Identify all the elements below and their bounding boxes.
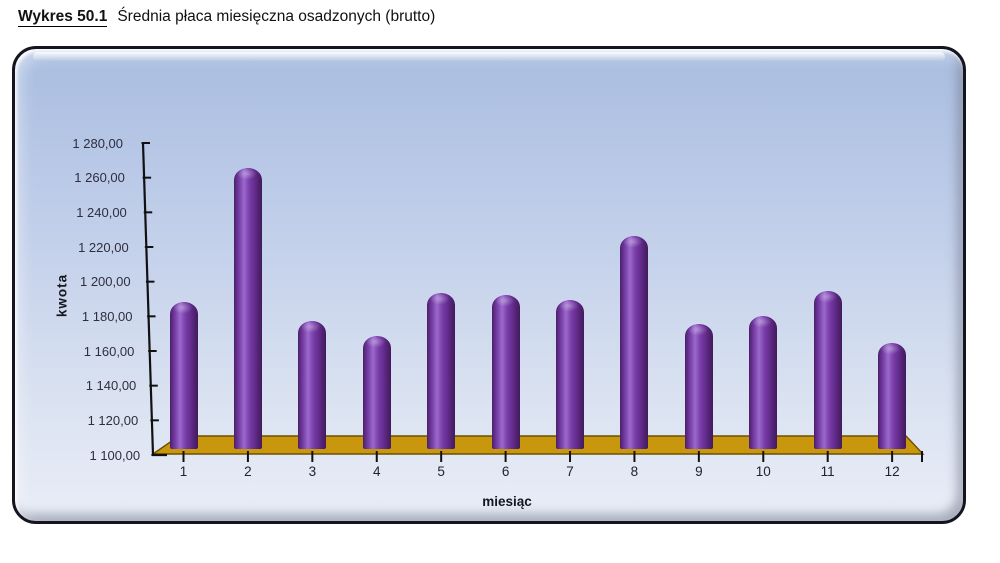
chart-title-number: Wykres 50.1: [18, 8, 108, 27]
chart-title: Wykres 50.1 Średnia płaca miesięczna osad…: [18, 6, 435, 28]
bar-8: [620, 235, 649, 449]
x-axis-tick-label: 5: [437, 464, 445, 479]
bar-6: [491, 294, 520, 449]
bar-10: [749, 315, 778, 449]
bar-5: [427, 293, 456, 449]
x-axis-tick-label: 2: [244, 464, 252, 479]
x-axis-tick-label: 3: [308, 464, 317, 479]
bar-4: [362, 336, 391, 449]
y-axis-tick-label: 1 240,00: [76, 204, 127, 220]
x-axis-tick-label: 10: [755, 464, 771, 479]
y-axis-tick-label: 1 160,00: [83, 343, 135, 359]
y-axis-tick-label: 1 280,00: [72, 135, 123, 151]
floor-platform: [150, 435, 925, 455]
y-axis-tick-label: 1 260,00: [74, 170, 125, 186]
y-axis-tick-label: 1 200,00: [79, 274, 131, 290]
x-axis-tick-label: 11: [820, 464, 835, 479]
y-axis-line: [141, 142, 167, 457]
x-axis-tick-label: 6: [501, 464, 510, 479]
y-axis-tick-label: 1 120,00: [87, 412, 139, 428]
bar-12: [878, 343, 907, 449]
bar-11: [813, 291, 842, 449]
y-axis-tick-label: 1 220,00: [78, 239, 129, 255]
x-axis-tick-label: 4: [372, 464, 381, 479]
bar-3: [298, 320, 327, 449]
x-axis-tick-label: 7: [566, 464, 574, 479]
x-axis-tick-label: 8: [630, 464, 639, 479]
bar-7: [556, 299, 585, 449]
bar-9: [684, 324, 713, 449]
x-axis-title: miesiąc: [482, 494, 532, 509]
bar-1: [169, 301, 198, 449]
y-axis-tick-label: 1 140,00: [85, 378, 137, 394]
y-axis-tick-label: 1 180,00: [81, 308, 133, 324]
x-axis-tick-label: 9: [695, 464, 703, 479]
x-axis-tick-label: 12: [884, 464, 900, 479]
bar-2: [233, 168, 262, 449]
chart-title-text: Średnia płaca miesięczna osadzonych (bru…: [117, 8, 436, 25]
x-axis-tick-label: 1: [179, 464, 188, 479]
y-axis-tick-label: 1 100,00: [89, 447, 141, 463]
